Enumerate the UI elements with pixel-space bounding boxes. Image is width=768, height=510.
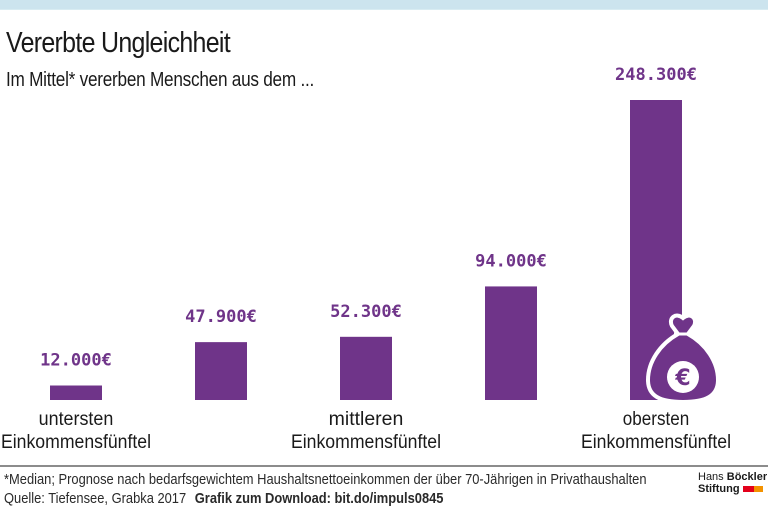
bar-2 [340,336,392,400]
bar-0 [50,385,102,400]
bars-layer [50,100,682,400]
category-label-4-line-0: obersten [623,409,689,430]
logo-orange-bar [753,486,763,493]
footer-divider [0,465,768,467]
hans-boeckler-logo: Hans Böckler Stiftung [698,471,767,495]
logo-line1-bold: Böckler [726,471,768,483]
chart-subtitle: Im Mittel* vererben Menschen aus dem ... [6,69,315,91]
category-label-0-line-0: untersten [39,409,114,430]
category-label-2-line-1: Einkommensfünftel [291,432,441,453]
money-bag-euro-icon: € [645,313,721,405]
value-label-2: 52.300€ [330,302,402,322]
download-link[interactable]: Grafik zum Download: bit.do/impuls0845 [194,490,444,507]
logo-line2-bold: Stiftung [698,483,740,495]
bar-3 [485,286,537,400]
value-label-0: 12.000€ [40,351,112,371]
category-label-2-line-0: mittleren [329,409,404,430]
top-band [0,0,768,10]
logo-red-bar [742,486,754,493]
value-label-3: 94.000€ [475,251,547,271]
value-label-1: 47.900€ [185,307,257,327]
category-label-4-line-1: Einkommensfünftel [581,432,731,453]
bar-1 [195,342,247,400]
chart-title: Vererbte Ungleichheit [6,27,231,59]
source-text: Quelle: Tiefensee, Grabka 2017 [4,490,187,507]
value-labels-layer: 12.000€ 47.900€ 52.300€ 94.000€ 248.300€ [40,65,697,371]
logo-line1-light: Hans [698,471,724,483]
euro-symbol: € [674,366,690,391]
source-line: Quelle: Tiefensee, Grabka 2017 Grafik zum… [4,490,443,507]
bar-chart: 12.000€ 47.900€ 52.300€ 94.000€ 248.300€ unt… [1,65,731,453]
value-label-4: 248.300€ [615,65,697,85]
category-labels-layer: unterstenEinkommensfünftelmittlerenEinko… [1,409,731,453]
footnote: *Median; Prognose nach bedarfsgewichtem … [4,471,647,488]
category-label-0-line-1: Einkommensfünftel [1,432,151,453]
